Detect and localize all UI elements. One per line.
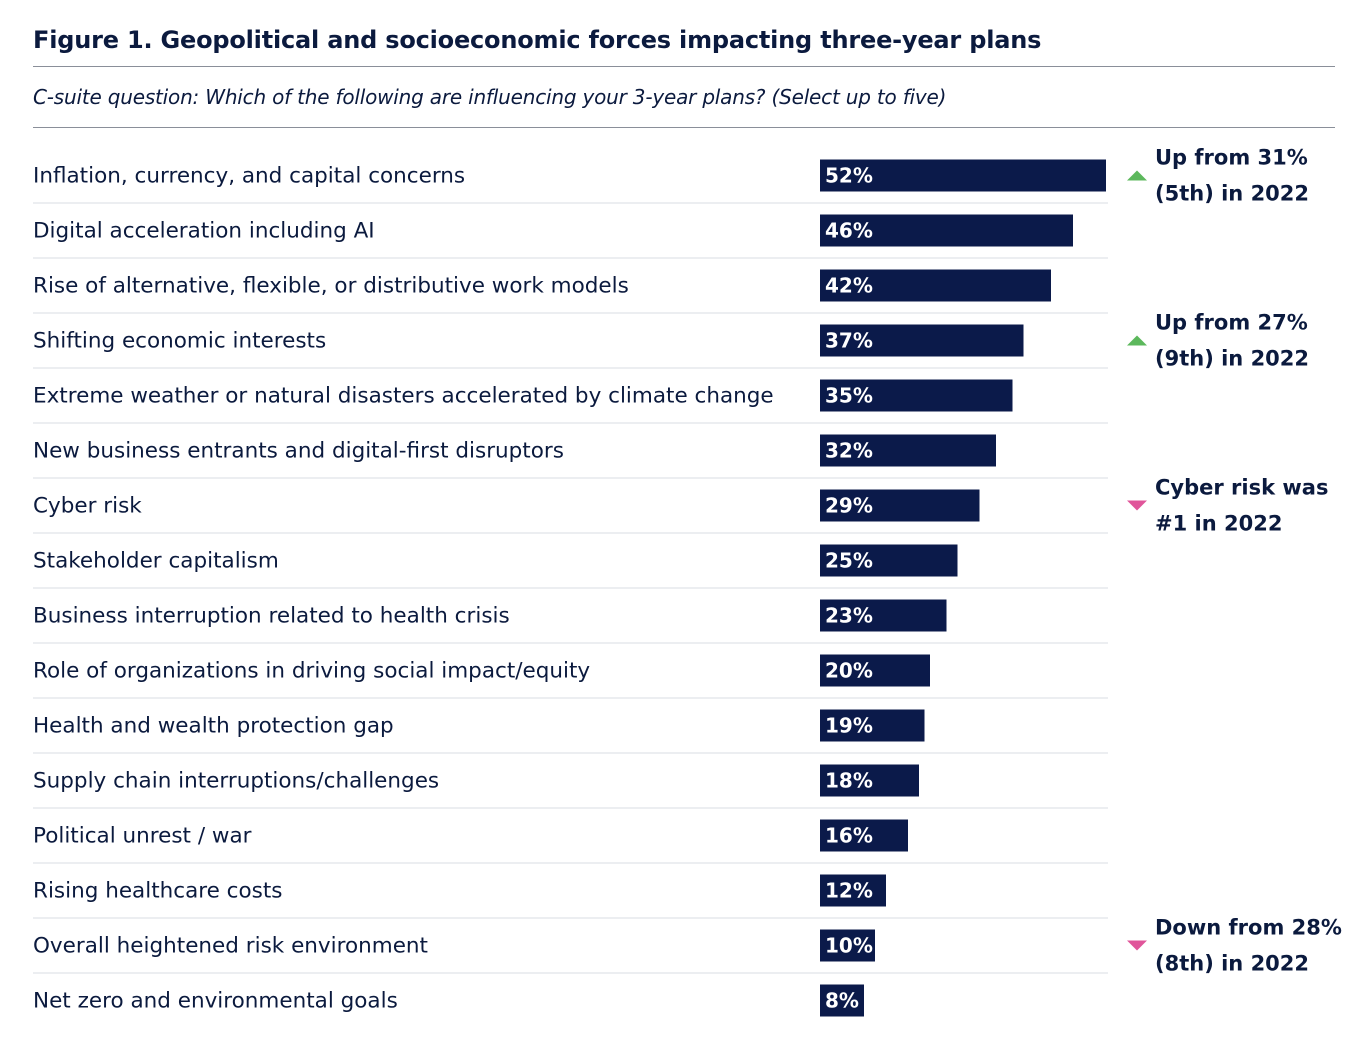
bar-value-label: 19% [825,714,873,738]
category-label: Digital acceleration including AI [33,219,375,244]
category-label: Supply chain interruptions/challenges [33,769,439,794]
category-label: Role of organizations in driving social … [33,659,590,684]
figure-title: Figure 1. Geopolitical and socioeconomic… [33,26,1042,54]
bar-value-label: 52% [825,164,873,188]
bar [820,214,1073,247]
category-label: New business entrants and digital-first … [33,439,564,464]
bar-value-label: 42% [825,274,873,298]
bar-value-label: 37% [825,329,873,353]
category-label: Stakeholder capitalism [33,549,279,574]
bar [820,489,980,522]
bar [820,379,1013,412]
bar-value-label: 35% [825,384,873,408]
annotation-text: Down from 28% [1155,916,1342,940]
bar [820,159,1106,192]
bar-value-label: 23% [825,604,873,628]
category-label: Overall heightened risk environment [33,934,428,959]
annotation-text: #1 in 2022 [1155,512,1282,536]
annotation-text: (8th) in 2022 [1155,952,1309,976]
bar [820,874,886,907]
category-label: Rise of alternative, flexible, or distri… [33,274,629,299]
bar [820,709,925,742]
bar [820,819,908,852]
bar [820,544,958,577]
bar [820,269,1051,302]
bar-value-label: 46% [825,219,873,243]
up-arrow-icon [1127,335,1147,346]
category-label: Rising healthcare costs [33,879,283,904]
annotation-text: (5th) in 2022 [1155,182,1309,206]
annotation-text: Up from 31% [1155,146,1308,170]
bar-value-label: 25% [825,549,873,573]
bar-value-label: 20% [825,659,873,683]
subtitle-divider [33,127,1335,128]
bar-value-label: 12% [825,879,873,903]
category-label: Extreme weather or natural disasters acc… [33,384,774,409]
bar-value-label: 29% [825,494,873,518]
bar [820,324,1024,357]
bar [820,654,930,687]
category-label: Health and wealth protection gap [33,714,394,739]
category-label: Net zero and environmental goals [33,989,398,1014]
annotation-text: Cyber risk was [1155,476,1328,500]
bar [820,434,996,467]
bar-value-label: 10% [825,934,873,958]
bar [820,599,947,632]
bar [820,764,919,797]
category-label: Shifting economic interests [33,329,326,354]
down-arrow-icon [1127,940,1147,951]
title-divider [33,66,1335,67]
category-label: Political unrest / war [33,824,252,849]
category-label: Business interruption related to health … [33,604,510,629]
figure-subtitle: C-suite question: Which of the following… [33,85,947,109]
bar-value-label: 16% [825,824,873,848]
annotation-text: Up from 27% [1155,311,1308,335]
up-arrow-icon [1127,170,1147,181]
bar [820,929,875,962]
down-arrow-icon [1127,500,1147,511]
annotation-text: (9th) in 2022 [1155,347,1309,371]
category-label: Cyber risk [33,494,142,519]
bar [820,984,864,1017]
bar-value-label: 8% [825,989,859,1013]
bar-value-label: 32% [825,439,873,463]
bar-value-label: 18% [825,769,873,793]
category-label: Inflation, currency, and capital concern… [33,164,465,189]
